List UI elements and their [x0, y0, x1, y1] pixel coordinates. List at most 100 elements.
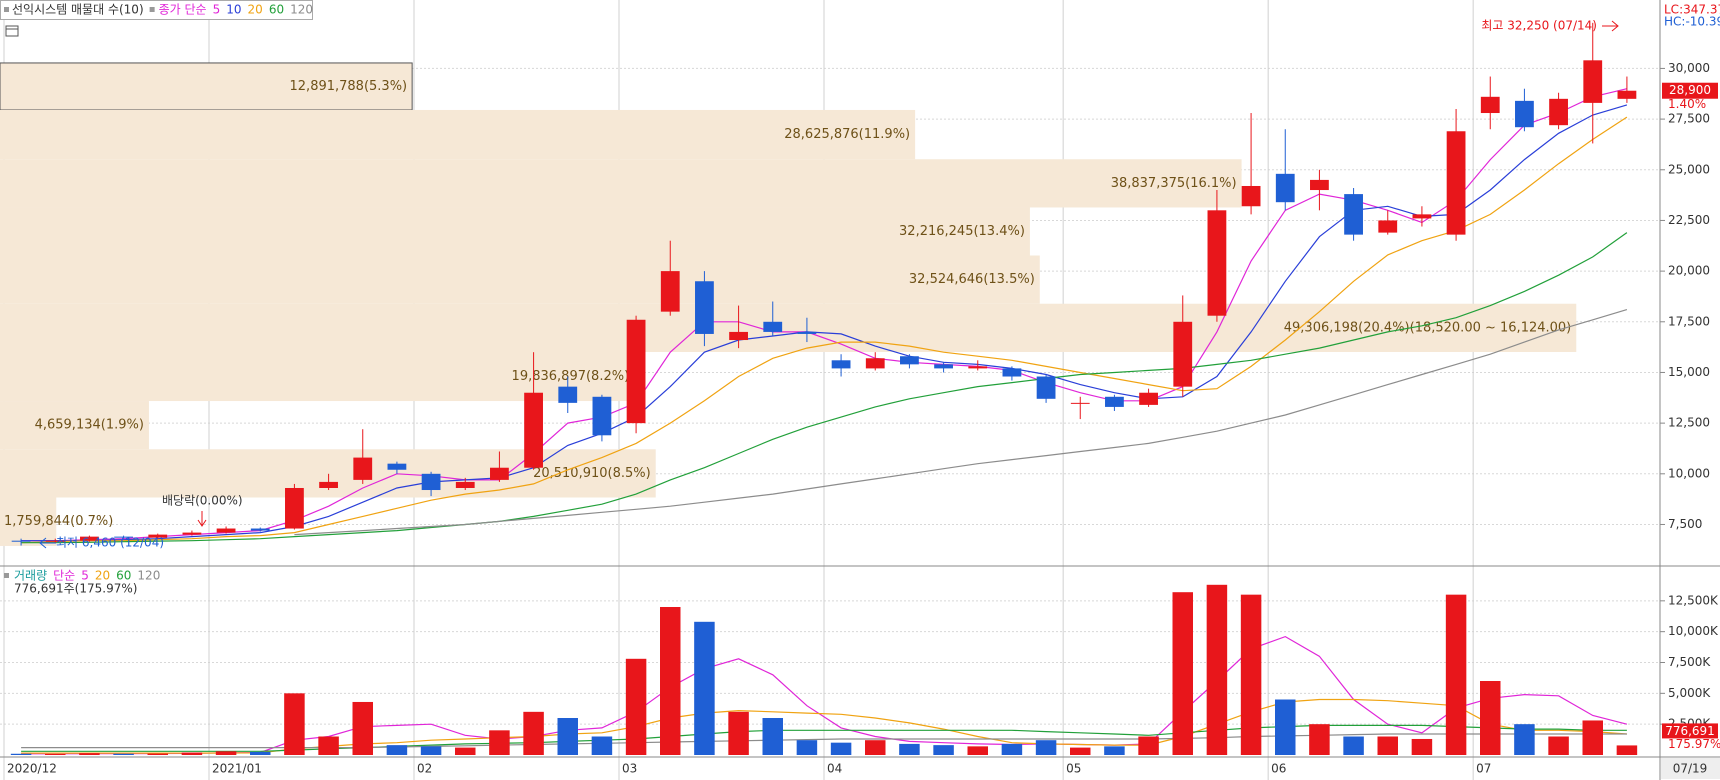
x-tick-label: 07/19 — [1673, 762, 1708, 776]
volume-bar — [1070, 747, 1091, 755]
y-tick-label: 27,500 — [1668, 112, 1710, 126]
high-arrow — [1602, 20, 1619, 32]
profile-band — [0, 62, 413, 111]
legend-entry: 5 — [213, 3, 221, 17]
calendar-icon[interactable] — [5, 25, 19, 37]
profile-label: 32,524,646(13.5%) — [909, 272, 1035, 287]
candle-body — [1070, 402, 1090, 404]
candle-body — [1036, 376, 1056, 399]
profile-band — [0, 401, 149, 450]
last-price-box — [1662, 82, 1718, 99]
volume-bar — [762, 718, 783, 755]
candle-body — [148, 534, 168, 538]
candle-body — [45, 540, 65, 542]
volume-bar — [489, 730, 510, 755]
y-tick-label: 12,500K — [1668, 593, 1719, 607]
volume-bar — [830, 742, 852, 755]
marks — [10, 22, 1638, 755]
volume-change-label: 175.97% — [1668, 737, 1720, 751]
volume-bar — [1377, 736, 1398, 755]
candle-body — [319, 481, 338, 488]
low-arrow — [39, 537, 56, 549]
y-tick-label: 20,000 — [1668, 264, 1710, 278]
legend-entry: 60 — [116, 569, 131, 583]
y-tick-label: 30,000 — [1668, 61, 1710, 75]
profile-label: 4,659,134(1.9%) — [35, 418, 144, 433]
candle-body — [1617, 90, 1637, 99]
volume-bar — [1275, 699, 1296, 755]
volume-bar — [865, 740, 886, 755]
profile-label: 12,891,788(5.3%) — [290, 79, 408, 94]
volume-bar — [796, 740, 818, 755]
volume-bar — [352, 701, 373, 755]
volume-bar — [1240, 594, 1262, 755]
volume-bar — [933, 745, 954, 755]
candle-body — [968, 366, 988, 369]
profile-band — [0, 497, 57, 546]
profile-label: 20,510,910(8.5%) — [533, 466, 651, 481]
x-tick-label: 07 — [1476, 762, 1491, 776]
candle-body — [934, 364, 953, 369]
candle-body — [490, 467, 509, 480]
dividend-annotation: 배당락(0.00%) — [162, 494, 243, 508]
y-tick-label: 7,500K — [1668, 655, 1711, 669]
x-tick-label: 06 — [1271, 762, 1286, 776]
candle-body — [353, 457, 373, 480]
candle-body — [1105, 396, 1124, 407]
volume-bar — [1514, 724, 1535, 755]
candle-body — [1139, 392, 1158, 405]
volume-bar — [591, 736, 613, 755]
candle-body — [1173, 321, 1193, 387]
ma-line — [21, 232, 1628, 544]
volume-bar — [1616, 745, 1638, 755]
hc-indicator: HC:-10.39 — [1664, 15, 1720, 29]
candle-body — [1378, 220, 1398, 233]
profile-band — [0, 207, 1030, 256]
legend-icon — [149, 7, 155, 12]
volume-bar — [1343, 736, 1364, 755]
volume-bar — [523, 711, 544, 755]
candle-body — [660, 271, 680, 312]
volume-bar — [386, 745, 408, 755]
candle-body — [387, 463, 407, 470]
candle-body — [695, 281, 714, 334]
last-price-label: 28,900 — [1669, 83, 1711, 97]
y-tick-label: 25,000 — [1668, 162, 1710, 176]
legend-icon — [4, 573, 9, 578]
candle-body — [455, 481, 475, 488]
y-tick-label: 5,000K — [1668, 686, 1711, 700]
candle-body — [558, 386, 578, 403]
x-tick-label: 04 — [827, 762, 842, 776]
volume-bar — [1480, 681, 1501, 755]
dividend-arrow — [197, 511, 207, 527]
candle-body — [1412, 214, 1432, 219]
candle-body — [1549, 98, 1568, 126]
last-volume-label: 776,691 — [1665, 724, 1715, 738]
legend-entry: 20 — [95, 569, 110, 583]
candle-body — [797, 331, 817, 334]
candle-body — [1002, 368, 1022, 377]
y-tick-label: 10,000K — [1668, 624, 1719, 638]
volume-bar — [1582, 720, 1603, 755]
candle-body — [1207, 210, 1227, 316]
candle-body — [1446, 131, 1466, 235]
volume-bar — [455, 747, 476, 755]
volume-bar — [557, 718, 578, 755]
candle-body — [1480, 96, 1500, 114]
legend-entry: 10 — [226, 3, 241, 17]
volume-summary: 776,691주(175.97%) — [14, 582, 137, 596]
profile-label: 38,837,375(16.1%) — [1111, 176, 1237, 191]
low-annotation: 최저 6,460 (12/04) — [56, 536, 164, 550]
candle-body — [421, 473, 441, 491]
volume-bar — [1445, 594, 1467, 755]
candle-body — [865, 358, 885, 369]
legend-entry: 종가 단순 — [159, 3, 207, 17]
profile-band — [0, 303, 1577, 352]
change-label: 1.40% — [1668, 97, 1706, 111]
candle-body — [1310, 179, 1329, 191]
volume-bar — [1411, 738, 1433, 755]
candle-body — [1344, 194, 1363, 235]
volume-profile: 12,891,788(5.3%) 28,625,876(11.9%) 38,837,… — [0, 62, 1577, 546]
volume-bar — [625, 658, 647, 755]
